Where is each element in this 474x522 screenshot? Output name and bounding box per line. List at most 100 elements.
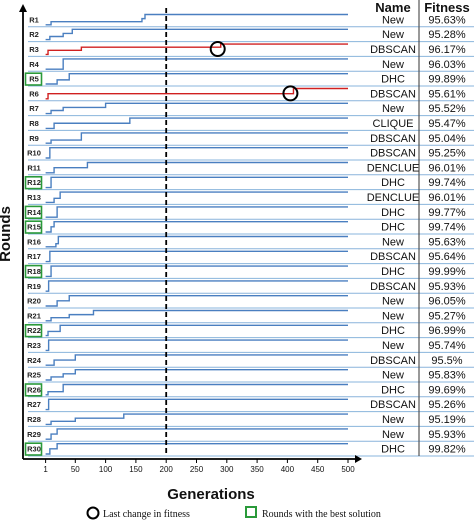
fitness-value: 95.27% <box>428 310 466 322</box>
fitness-step-line <box>45 147 348 159</box>
method-name: DBSCAN <box>370 355 416 367</box>
row-r20: R20 New 96.05% <box>27 293 474 309</box>
row-r24: R24 DBSCAN 95.5% <box>27 352 474 368</box>
row-r27: R27 DBSCAN 95.26% <box>27 396 474 413</box>
round-label: R16 <box>27 237 41 246</box>
round-label: R30 <box>27 445 41 454</box>
row-r30: R30 DHC 99.82% <box>24 441 474 457</box>
fitness-step-line <box>45 206 348 218</box>
fitness-step-line <box>45 161 348 174</box>
method-name: New <box>382 296 404 308</box>
fitness-step-line <box>45 102 348 115</box>
fitness-value: 95.74% <box>428 340 466 352</box>
last-change-marker <box>282 85 299 102</box>
round-label: R8 <box>29 119 39 128</box>
fitness-value: 95.52% <box>428 103 466 115</box>
fitness-step-line <box>45 443 348 455</box>
round-label: R19 <box>27 282 41 291</box>
round-label: R14 <box>27 208 42 217</box>
fitness-step-line <box>45 87 348 100</box>
x-tick-label: 300 <box>220 465 234 474</box>
legend: Last change in fitness Rounds with the b… <box>86 506 381 520</box>
fitness-value: 99.74% <box>428 177 466 189</box>
fitness-value: 95.64% <box>428 251 466 263</box>
fitness-value: 95.93% <box>428 281 466 293</box>
best-solution-box <box>24 205 43 219</box>
row-r1: R1 New 95.63% <box>28 12 474 28</box>
best-solution-box <box>24 220 43 234</box>
fitness-step-line <box>45 221 348 233</box>
legend-circle-icon <box>86 506 100 520</box>
best-solution-box <box>24 72 43 86</box>
round-label: R7 <box>29 104 39 113</box>
round-label: R1 <box>29 15 39 24</box>
fitness-value: 96.01% <box>428 162 466 174</box>
method-name: New <box>382 429 404 441</box>
method-name: DHC <box>381 384 405 396</box>
round-label: R2 <box>29 30 39 39</box>
method-name: DHC <box>381 177 405 189</box>
row-r12: R12 DHC 99.74% <box>24 174 474 191</box>
fitness-step-line <box>45 324 348 337</box>
round-label: R25 <box>27 371 41 380</box>
fitness-step-line <box>45 354 348 366</box>
row-r15: R15 DHC 99.74% <box>24 219 474 235</box>
fitness-step-line <box>45 413 348 426</box>
fitness-step-line <box>45 13 348 26</box>
method-name: DHC <box>381 207 405 219</box>
fitness-column-header: Fitness <box>424 0 470 15</box>
fitness-value: 95.61% <box>428 88 466 100</box>
fitness-value: 96.17% <box>428 44 466 56</box>
y-axis-title: Rounds <box>0 206 14 262</box>
row-r9: R9 DBSCAN 95.04% <box>28 130 474 146</box>
fitness-step-line <box>45 369 348 381</box>
fitness-value: 96.03% <box>428 59 466 71</box>
best-solution-box <box>24 323 43 338</box>
row-r29: R29 New 95.93% <box>27 426 474 442</box>
row-r10: R10 DBSCAN 95.25% <box>27 145 474 161</box>
round-label: R5 <box>29 75 39 84</box>
fitness-value: 96.05% <box>428 296 466 308</box>
best-solution-box <box>24 442 43 456</box>
fitness-step-line <box>45 28 348 41</box>
fitness-value: 95.63% <box>428 236 466 248</box>
round-label: R12 <box>27 178 41 187</box>
fitness-step-line <box>45 235 348 248</box>
x-tick-label: 100 <box>99 465 113 474</box>
fitness-value: 96.99% <box>428 325 466 337</box>
fitness-step-line <box>45 132 348 144</box>
round-label: R20 <box>27 297 41 306</box>
fitness-step-line <box>45 191 348 204</box>
row-r13: R13 DENCLUE 96.01% <box>27 189 474 205</box>
legend-square-icon <box>245 506 257 518</box>
last-change-marker <box>209 41 226 57</box>
row-r4: R4 New 96.03% <box>28 56 474 72</box>
method-name: New <box>382 310 404 322</box>
round-label: R3 <box>29 45 39 54</box>
row-r6: R6 DBSCAN 95.61% <box>28 85 474 102</box>
method-name: DHC <box>381 74 405 86</box>
fitness-value: 99.89% <box>428 74 466 86</box>
round-label: R6 <box>29 89 39 98</box>
name-column-header: Name <box>375 0 410 15</box>
round-label: R27 <box>27 400 41 409</box>
round-label: R11 <box>27 163 40 172</box>
row-r7: R7 New 95.52% <box>28 100 474 117</box>
rows-layer: R1 New 95.63% R2 New 95.28% R3 DBSCAN 96.17% R4 Ne… <box>24 0 474 457</box>
round-label: R18 <box>27 267 41 276</box>
round-label: R13 <box>27 193 41 202</box>
method-name: New <box>382 236 404 248</box>
fitness-step-line <box>45 250 348 263</box>
x-tick-label: 250 <box>190 465 204 474</box>
fitness-step-line <box>45 43 348 56</box>
fitness-step-line <box>45 383 348 396</box>
fitness-step-line <box>45 428 348 440</box>
x-tick-label: 200 <box>160 465 174 474</box>
row-r22: R22 DHC 96.99% <box>24 322 474 339</box>
best-solution-box <box>24 176 43 190</box>
row-r8: R8 CLIQUE 95.47% <box>28 115 474 131</box>
fitness-step-line <box>45 339 348 352</box>
round-label: R15 <box>27 223 41 232</box>
x-tick-label: 450 <box>311 465 325 474</box>
